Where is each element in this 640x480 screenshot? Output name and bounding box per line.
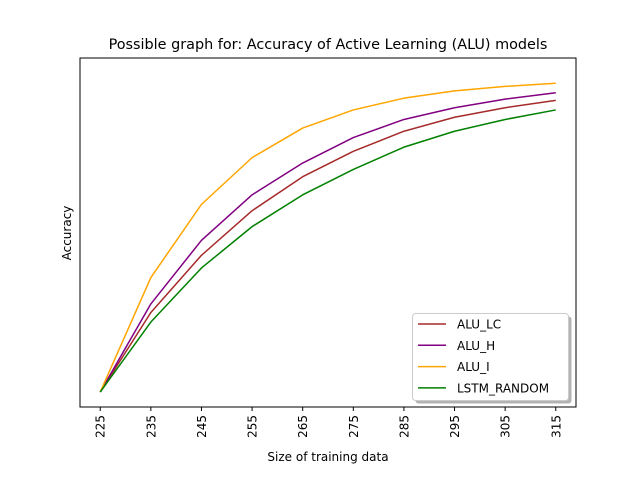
plot-frame: [79, 57, 577, 408]
series-group: [99, 82, 556, 393]
chart-title: Possible graph for: Accuracy of Active L…: [109, 37, 548, 53]
series-line-1: [99, 92, 556, 393]
series-line-2: [99, 82, 556, 393]
x-tick-label: 305: [499, 415, 513, 438]
x-axis-ticks: 225 235 245 255 265 275 285 295 305 315: [94, 407, 563, 438]
legend: ALU_LC ALU_H ALU_I LSTM_RANDOM: [412, 313, 572, 404]
x-tick-label: 275: [347, 415, 361, 438]
x-tick-label: 225: [94, 415, 108, 438]
series-line-0: [99, 99, 556, 393]
legend-label-2: ALU_I: [457, 360, 490, 374]
y-axis-label: Accuracy: [60, 206, 74, 261]
x-tick-label: 235: [144, 415, 158, 438]
x-tick-label: 285: [397, 415, 411, 438]
legend-items: ALU_LC ALU_H ALU_I LSTM_RANDOM: [418, 318, 549, 395]
x-tick-label: 245: [195, 415, 209, 438]
x-axis-label: Size of training data: [267, 450, 388, 464]
x-tick-label: 295: [448, 415, 462, 438]
x-tick-label: 265: [296, 415, 310, 438]
legend-label-1: ALU_H: [457, 339, 495, 353]
series-line-3: [99, 109, 556, 393]
x-tick-label: 315: [549, 415, 563, 438]
legend-box: [412, 313, 569, 401]
x-tick-label: 255: [246, 415, 260, 438]
legend-label-3: LSTM_RANDOM: [457, 381, 549, 395]
legend-label-0: ALU_LC: [457, 318, 501, 332]
